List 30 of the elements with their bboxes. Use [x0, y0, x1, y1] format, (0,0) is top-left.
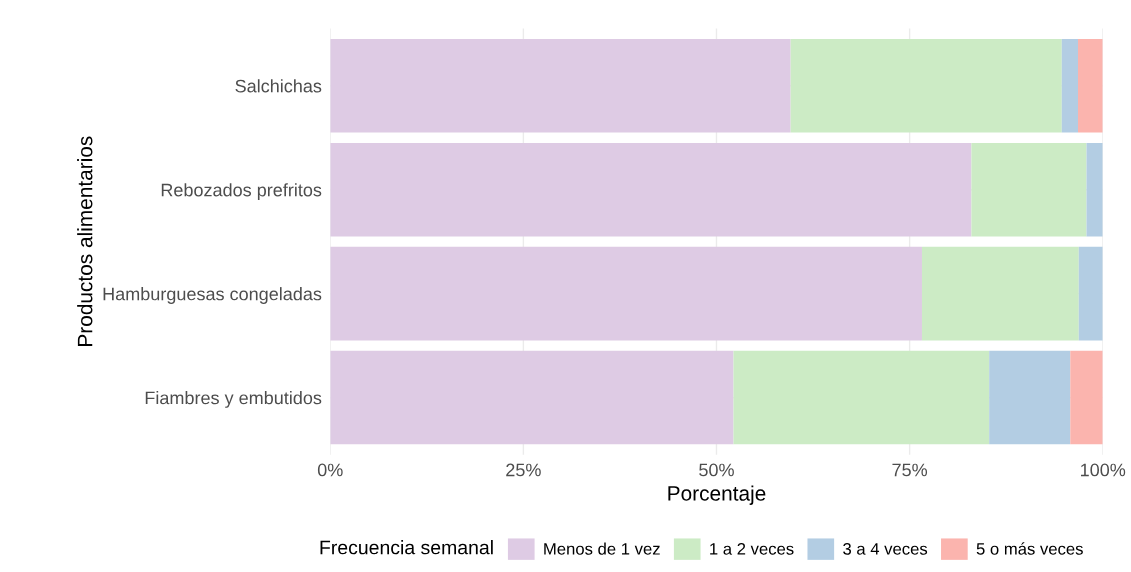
bar — [1070, 350, 1103, 445]
bar — [1086, 142, 1103, 237]
legend-title: Frecuencia semanal — [320, 540, 493, 555]
bar — [971, 142, 1087, 237]
y-tick-label: Salchichas — [235, 79, 322, 93]
bar — [330, 350, 734, 445]
legend-label: 3 a 4 veces — [843, 542, 928, 555]
x-tick-label: 25% — [506, 463, 541, 477]
x-tick-label: 100% — [1081, 463, 1126, 477]
legend-label: 5 o más veces — [976, 542, 1083, 555]
bar — [1078, 38, 1103, 133]
y-tick-label: Rebozados prefritos — [161, 183, 322, 200]
x-tick-label: 50% — [699, 463, 734, 477]
legend-label: Menos de 1 vez — [544, 542, 660, 555]
bar — [733, 350, 990, 445]
bar — [330, 142, 972, 237]
bar — [989, 350, 1071, 445]
x-tick-label: 0% — [317, 463, 343, 477]
bar — [1061, 38, 1079, 133]
y-axis-title: Productos alimentarios — [77, 136, 93, 346]
y-tick-label: Fiambres y embutidos — [145, 391, 322, 408]
legend-label: 1 a 2 veces — [710, 542, 794, 555]
bar — [790, 38, 1062, 133]
x-axis-title: Porcentaje — [668, 485, 766, 505]
x-tick-label: 75% — [892, 463, 928, 477]
bar — [921, 246, 1079, 341]
y-tick-label: Hamburguesas congeladas — [103, 287, 322, 304]
bar — [1078, 246, 1103, 341]
bar — [330, 246, 922, 341]
bar — [330, 38, 791, 133]
